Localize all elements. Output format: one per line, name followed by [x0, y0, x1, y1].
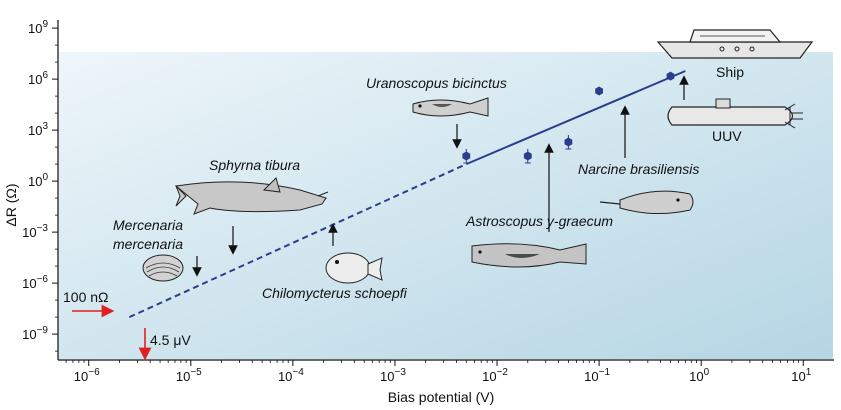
x-tick-label: 10−3: [380, 367, 406, 384]
x-tick-label: 10−6: [74, 367, 100, 384]
label-mercenaria-2: mercenaria: [113, 236, 183, 252]
y-axis-title: ΔR (Ω): [3, 183, 19, 226]
y-tick-label: 100: [28, 172, 48, 189]
x-tick-label: 10−4: [278, 367, 304, 384]
sphyrna-shark-icon: [174, 177, 329, 215]
x-axis-title: Bias potential (V): [388, 389, 495, 405]
label-chilomycterus: Chilomycterus schoepfi: [262, 285, 408, 301]
plot-background: [58, 52, 833, 359]
y-tick-label: 10−6: [22, 274, 48, 291]
x-tick-label: 101: [791, 367, 811, 384]
x-tick-label: 10−2: [482, 367, 508, 384]
clam-icon: [142, 254, 184, 282]
label-uranoscopus: Uranoscopus bicinctus: [366, 75, 507, 91]
y-tick-label: 10−9: [22, 325, 48, 342]
fit-line-solid: [465, 70, 686, 166]
label-mercenaria-1: Mercenaria: [113, 217, 183, 233]
data-point: [595, 86, 603, 96]
narcine-ray-icon: [599, 190, 694, 215]
fit-line-dashed: [128, 163, 467, 319]
label-narcine: Narcine brasiliensis: [578, 161, 699, 177]
label-astroscopus: Astroscopus y-graecum: [465, 213, 613, 229]
y-tick-label: 106: [28, 70, 48, 87]
ticks: [52, 27, 804, 366]
uuv-icon: [667, 98, 803, 129]
y-tick-label: 109: [28, 19, 48, 36]
data-points: [462, 71, 675, 164]
uuv-label: UUV: [712, 128, 742, 144]
y-tick-label: 10−3: [22, 223, 48, 240]
x-tick-label: 100: [689, 367, 709, 384]
data-point: [666, 71, 675, 81]
tick-labels: 10−6 10−5 10−4 10−3 10−2 10−1 100 101 10−9 10−6 10…: [22, 19, 812, 384]
astroscopus-fish-icon: [471, 243, 587, 268]
x-tick-label: 10−5: [176, 367, 202, 384]
ship-icon: [656, 29, 814, 59]
resistance-annotation: 100 nΩ: [63, 289, 109, 305]
uranoscopus-fish-icon: [412, 97, 489, 117]
label-sphyrna: Sphyrna tiburа: [209, 157, 300, 173]
y-tick-label: 103: [28, 121, 48, 138]
x-tick-label: 10−1: [584, 367, 610, 384]
voltage-annotation: 4.5 μV: [150, 332, 191, 348]
ship-label: Ship: [716, 64, 744, 80]
pufferfish-icon: [325, 252, 383, 284]
